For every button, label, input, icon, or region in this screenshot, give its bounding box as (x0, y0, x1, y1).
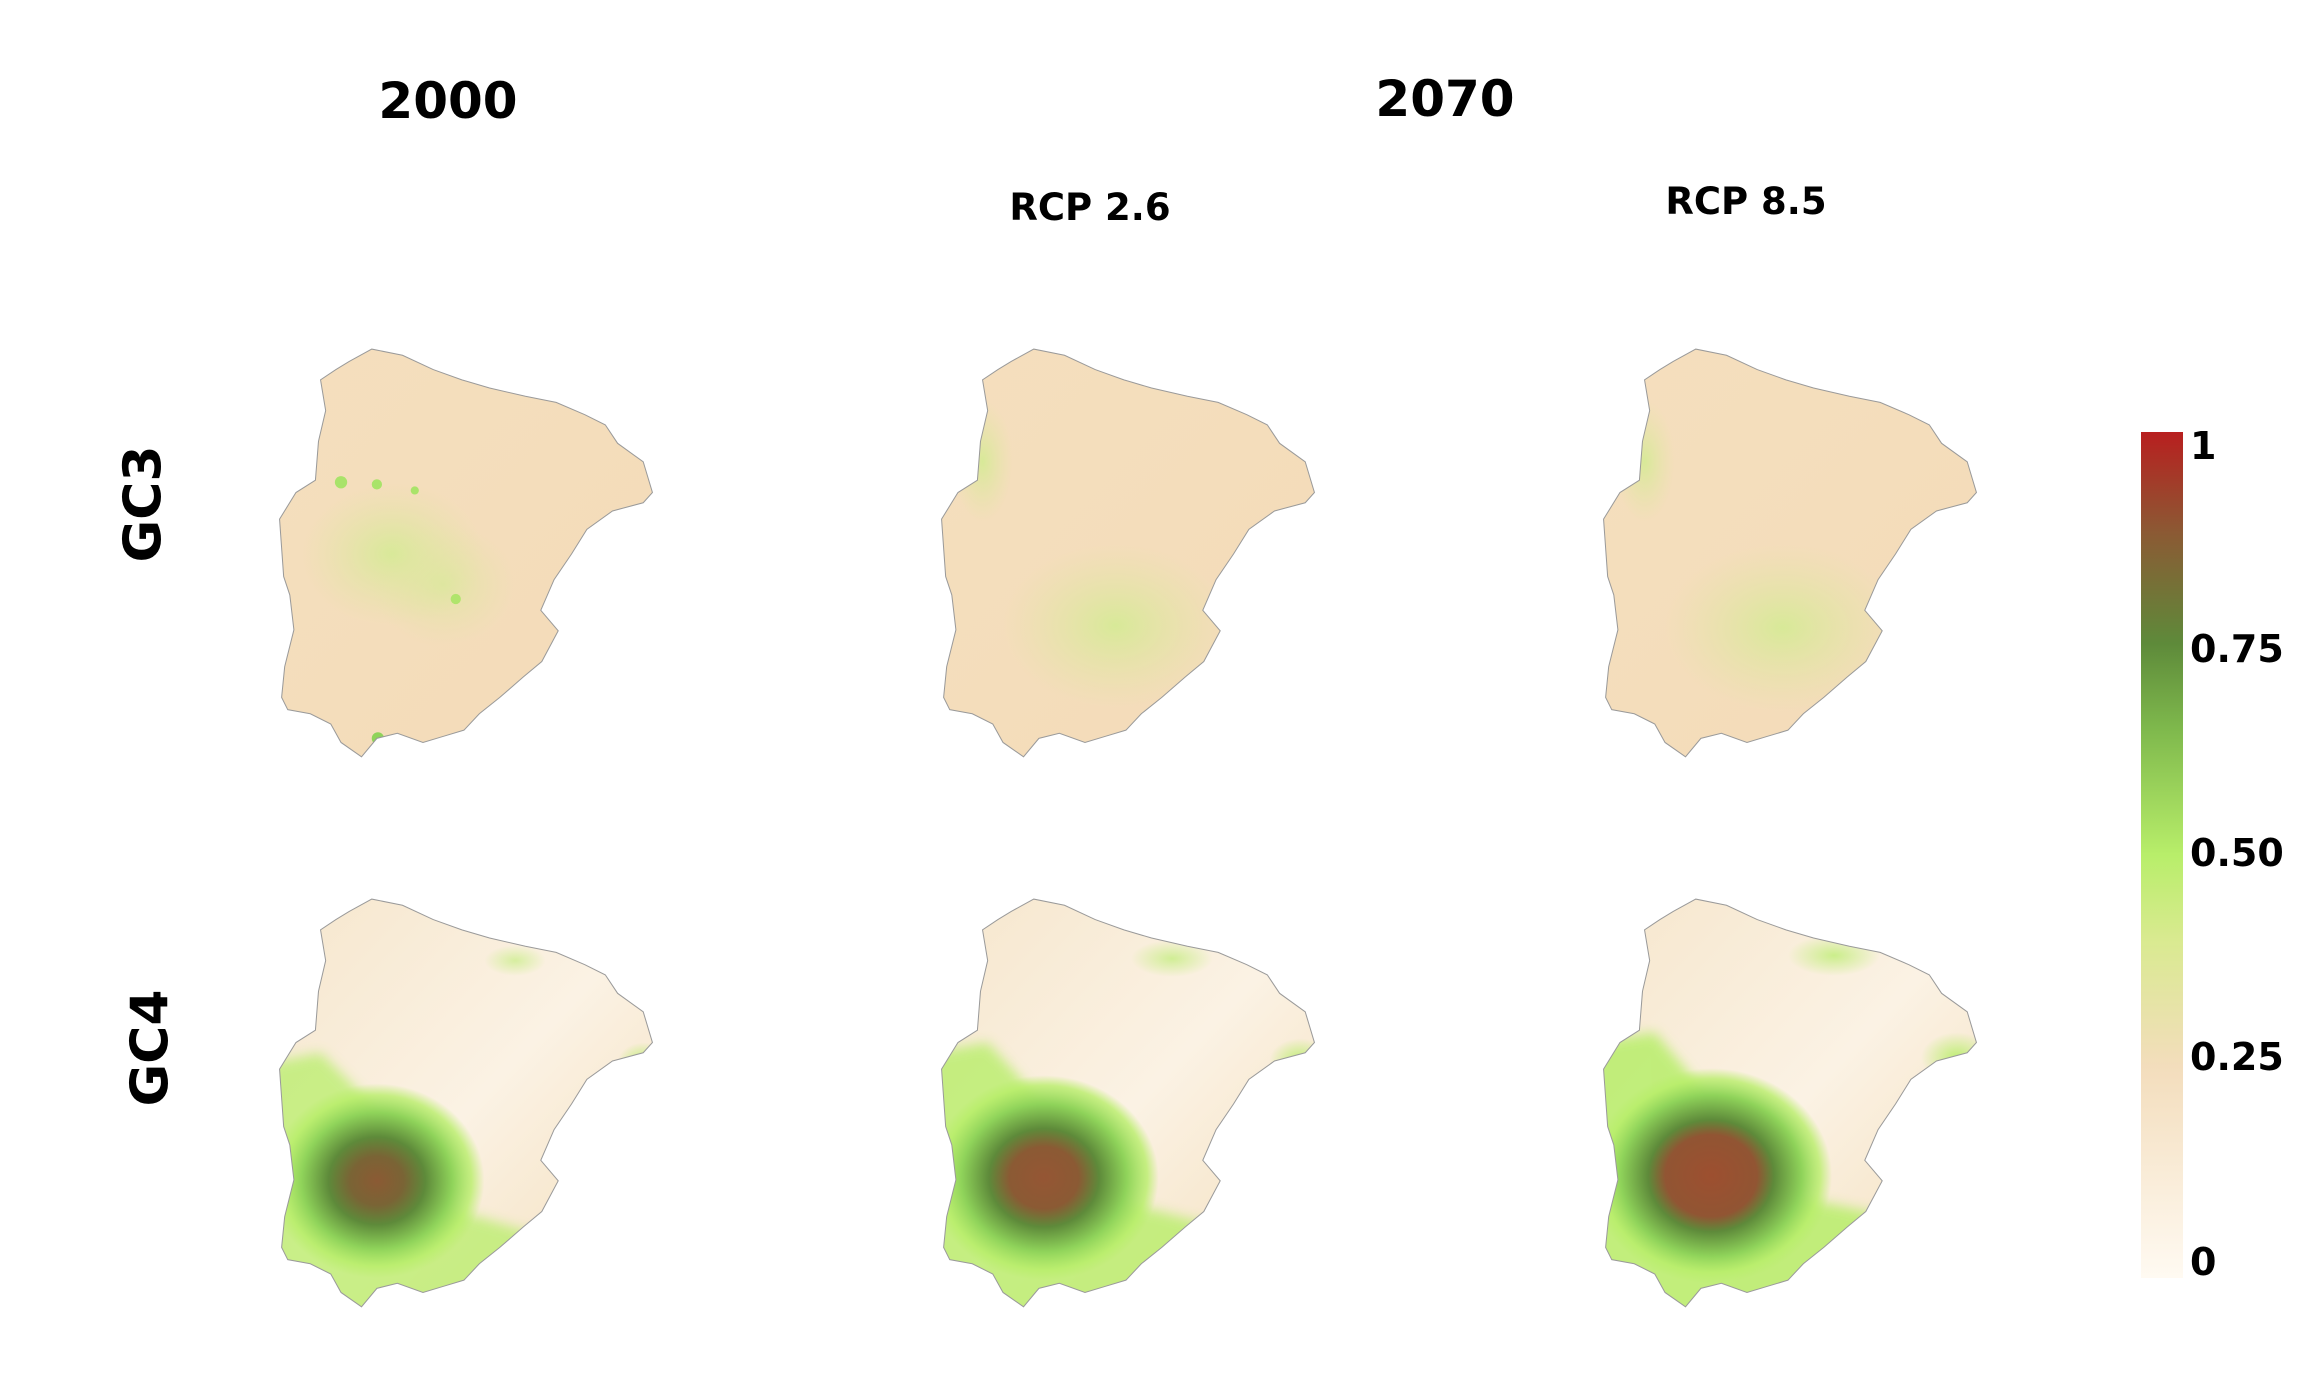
subtitle-rcp-2-6: RCP 2.6 (1009, 186, 1171, 229)
column-title-2070: 2070 (1375, 70, 1515, 128)
map-gc3-rcp26 (941, 348, 1315, 758)
row-label-gc4: GC4 (120, 989, 181, 1107)
row-label-gc3: GC3 (113, 445, 174, 563)
subtitle-rcp-8-5: RCP 8.5 (1665, 180, 1827, 223)
colorbar-tick-0-50: 0.50 (2190, 831, 2284, 875)
colorbar (2141, 432, 2183, 1278)
colorbar-tick-0-25: 0.25 (2190, 1035, 2284, 1079)
map-gc3-rcp85 (1603, 348, 1977, 758)
colorbar-tick-1: 1 (2190, 424, 2217, 468)
colorbar-tick-0: 0 (2190, 1240, 2217, 1284)
map-gc3-2000 (279, 348, 653, 758)
map-gc4-rcp85 (1603, 898, 1977, 1308)
colorbar-tick-0-75: 0.75 (2190, 627, 2284, 671)
map-gc4-2000 (279, 898, 653, 1308)
map-gc4-rcp26 (941, 898, 1315, 1308)
column-title-2000: 2000 (378, 72, 518, 130)
